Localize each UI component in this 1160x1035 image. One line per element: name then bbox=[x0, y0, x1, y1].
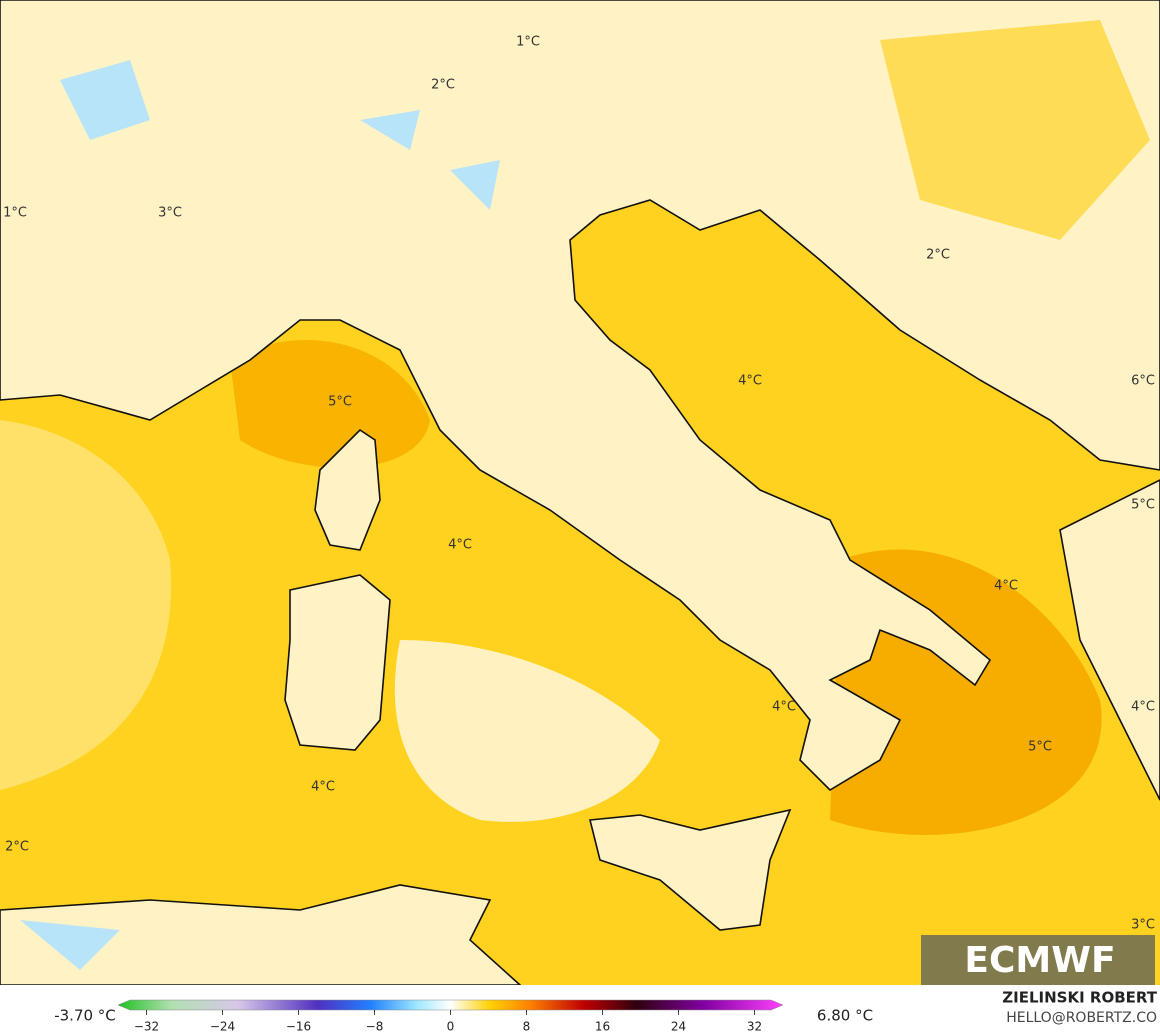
temp-label: 3°C bbox=[158, 206, 182, 221]
colorbar-tick-label: −8 bbox=[366, 1020, 384, 1034]
colorbar-tick-label: 0 bbox=[447, 1020, 455, 1034]
colorbar-tick-label: 32 bbox=[747, 1020, 762, 1034]
warm-patch bbox=[880, 20, 1150, 240]
temp-label: 5°C bbox=[328, 395, 352, 410]
temp-label: 1°C bbox=[3, 206, 27, 221]
colorbar-tick-label: 16 bbox=[595, 1020, 610, 1034]
colorbar-tick-label: −16 bbox=[286, 1020, 311, 1034]
land bbox=[0, 0, 1160, 792]
temp-label: 6°C bbox=[1131, 374, 1155, 389]
colorbar-min: -3.70 °C bbox=[54, 1007, 116, 1025]
temp-label: 4°C bbox=[311, 780, 335, 795]
temp-label: 3°C bbox=[1131, 918, 1155, 933]
sardinia bbox=[284, 574, 391, 751]
temp-label: 4°C bbox=[1131, 700, 1155, 715]
colorbar-tick-label: −24 bbox=[210, 1020, 235, 1034]
land bbox=[1059, 479, 1160, 801]
temp-label: 5°C bbox=[1028, 740, 1052, 755]
sicily bbox=[588, 808, 792, 931]
temp-label: 4°C bbox=[772, 700, 796, 715]
colorbar-tick-label: 8 bbox=[523, 1020, 531, 1034]
colorbar-tick-label: −32 bbox=[134, 1020, 159, 1034]
colorbar-max: 6.80 °C bbox=[817, 1007, 873, 1025]
temp-label: 2°C bbox=[926, 248, 950, 263]
credit-name: ZIELINSKI ROBERT bbox=[1002, 989, 1157, 1007]
colorbar-tick-label: 24 bbox=[671, 1020, 686, 1034]
logo: ECMWF bbox=[964, 940, 1115, 981]
temp-label: 4°C bbox=[738, 374, 762, 389]
credit-contact: HELLO@ROBERTZ.CO bbox=[1006, 1010, 1157, 1026]
temp-label: 1°C bbox=[516, 35, 540, 50]
logo-box bbox=[921, 935, 1155, 985]
sea-patch bbox=[0, 420, 172, 790]
temp-label: 2°C bbox=[431, 78, 455, 93]
map-labels: 1°C 2°C 1°C 3°C 2°C 5°C 4°C 6°C 4°C 5°C 4°C 4°C 4°C 5… bbox=[3, 35, 1155, 933]
corsica bbox=[314, 428, 381, 551]
temp-label: 4°C bbox=[448, 538, 472, 553]
map: ECMWF bbox=[0, 0, 1160, 986]
temp-label: 2°C bbox=[5, 840, 29, 855]
sea-patch bbox=[230, 340, 430, 468]
sea-patch bbox=[394, 640, 660, 822]
temp-label: 4°C bbox=[994, 579, 1018, 594]
colorbar bbox=[117, 999, 784, 1011]
temp-label: 5°C bbox=[1131, 498, 1155, 513]
